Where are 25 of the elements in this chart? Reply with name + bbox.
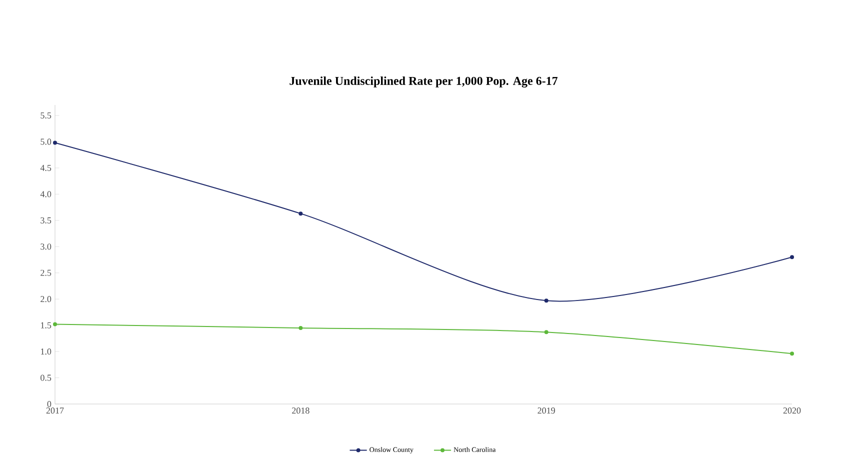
- x-tick-label: 2019: [538, 408, 555, 414]
- point: [544, 298, 548, 303]
- y-tick-label: 5.0: [40, 138, 52, 145]
- y-tick-label: 0: [47, 400, 52, 408]
- point: [298, 326, 303, 330]
- point: [53, 322, 57, 326]
- y-tick-label: 0.5: [40, 374, 52, 381]
- y-tick-label: 2.0: [40, 296, 52, 302]
- x-tick-label: 2017: [46, 408, 64, 414]
- y-tick-label: 1.5: [41, 322, 52, 328]
- point: [53, 140, 57, 145]
- x-tick-label: 2020: [783, 408, 801, 414]
- point: [790, 255, 794, 260]
- y-tick-label: 1.0: [41, 348, 52, 355]
- x-tick-label: 2018: [292, 408, 310, 414]
- y-tick-label: 5.5: [40, 112, 52, 119]
- point: [544, 330, 548, 334]
- y-tick-label: 4.5: [40, 164, 52, 171]
- y-tick-label: 4.0: [40, 191, 52, 198]
- y-tick-label: 3.5: [40, 217, 52, 224]
- chart-title: Juvenile Undisciplined Rate per 1,000 Pop. Age 6-17: [290, 76, 558, 88]
- point: [298, 212, 303, 216]
- point: [790, 352, 794, 356]
- y-tick-label: 3.0: [40, 244, 52, 250]
- y-tick-label: 2.5: [40, 270, 52, 276]
